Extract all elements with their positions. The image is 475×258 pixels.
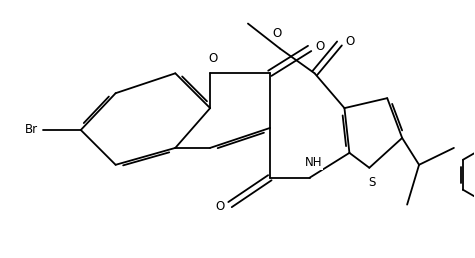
Text: O: O (315, 39, 324, 53)
Text: NH: NH (304, 156, 322, 169)
Text: O: O (208, 52, 217, 65)
Text: O: O (215, 200, 224, 213)
Text: O: O (273, 27, 282, 40)
Text: O: O (345, 35, 354, 47)
Text: Br: Br (25, 124, 38, 136)
Text: S: S (368, 176, 375, 189)
